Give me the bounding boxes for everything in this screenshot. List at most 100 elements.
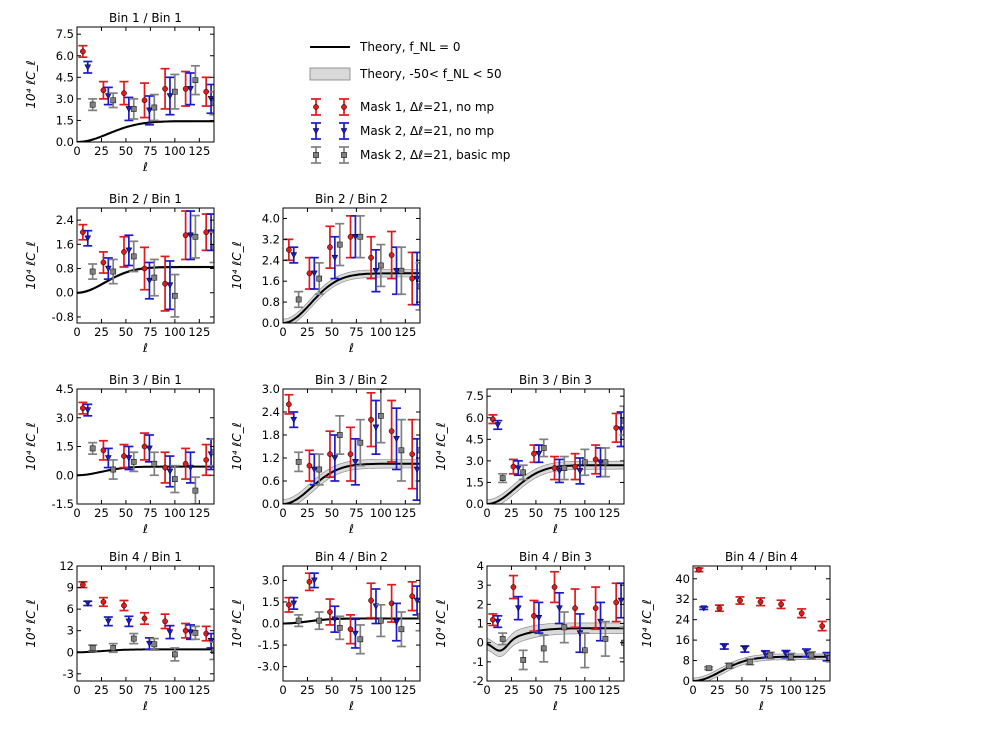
y-tick-label: 32 [675,592,690,606]
panel-title: Bin 4 / Bin 4 [725,550,798,564]
data-point [145,277,153,285]
data-point [192,629,199,636]
data-point [490,616,496,623]
data-point [192,77,199,84]
series-circle [78,44,211,119]
data-point [531,450,537,457]
legend-marker [341,104,347,110]
data-point [531,612,537,619]
y-tick-label: 4.0 [262,211,280,225]
x-tick-label: 75 [143,325,158,339]
x-tick-label: 0 [279,683,286,697]
data-point [808,652,815,659]
y-tick-label: 4.5 [56,382,74,396]
axes-frame [76,207,215,324]
plot-area [283,214,420,323]
y-tick-label: 3 [477,578,484,592]
y-tick-label: 12 [59,559,74,573]
y-tick-label: 0.0 [56,286,74,300]
y-tick-label: 0.0 [56,135,74,149]
series-circle [694,566,827,632]
data-point [398,447,405,454]
data-point [104,455,112,462]
y-tick-label: 3.0 [262,573,280,587]
x-tick-label: 100 [574,506,596,520]
error-bar [415,262,420,311]
y-axis-label: 10⁴ ℓC_ℓ [230,241,244,289]
data-point [540,645,547,652]
y-tick-label: 1.5 [262,595,280,609]
data-point [576,468,584,475]
x-tick-label: 75 [143,144,158,158]
x-tick-label: 25 [710,683,725,697]
data-point [130,253,137,260]
data-point [746,658,753,665]
data-point [80,581,86,588]
data-point [368,597,374,604]
series-square [294,214,420,311]
legend-marker [341,152,347,158]
series-circle [78,210,211,312]
x-tick-label: 0 [279,506,286,520]
y-tick-label: 2 [477,597,484,611]
plot-area [693,566,830,681]
y-tick-label: 1.8 [262,428,280,442]
data-point [141,97,148,104]
data-point [413,597,420,605]
data-point [316,617,323,624]
legend-marker [313,152,319,158]
data-point [357,439,364,446]
data-point [84,600,92,607]
series-square [88,625,214,662]
panel-6: Bin 3 / Bin 3 0 25 50 75 100 125 0.0 1.5 3.0 4.5 6.… [434,373,625,536]
series-square [498,611,624,671]
theory-line [77,465,214,477]
data-point [121,602,127,609]
axes-frame [282,207,421,324]
y-axis-label: 10⁴ ℓC_ℓ [434,599,448,647]
data-point [368,416,374,423]
error-bar [619,405,624,436]
data-point [336,432,343,438]
data-point [409,275,416,282]
plot-area [283,389,420,504]
data-point [100,599,107,605]
data-point [316,466,323,473]
data-point [510,463,517,470]
y-tick-label: 7.5 [56,27,74,41]
data-point [510,584,517,590]
data-point [172,292,178,299]
data-point [187,464,194,472]
y-tick-label: 6.0 [56,49,74,63]
data-point [187,629,194,636]
data-point [705,665,712,672]
y-tick-label: 8 [683,654,690,668]
data-point [203,229,210,236]
data-point [182,232,189,239]
data-point [757,598,764,605]
data-point [295,617,302,624]
x-tick-label: 75 [143,683,158,697]
data-point [617,426,624,433]
x-tick-label: 25 [504,683,519,697]
data-point [621,417,624,424]
x-tick-label: 25 [300,506,315,520]
data-point [388,428,395,435]
data-point [347,451,354,458]
y-tick-label: -1.5 [258,638,280,652]
data-point [331,455,339,462]
legend-label: Theory, f_NL = 0 [359,40,461,54]
x-tick-label: 50 [119,683,134,697]
x-tick-label: 50 [325,506,340,520]
data-point [295,296,302,303]
series-square [88,214,214,318]
x-tick-label: 0 [483,683,490,697]
legend-marker [340,128,348,135]
plot-area [77,580,214,662]
data-point [125,455,133,462]
data-point [551,584,558,590]
axes-frame [486,388,625,505]
data-point [80,405,86,412]
y-tick-label: 0 [477,636,484,650]
y-tick-label: 1.2 [262,451,280,465]
